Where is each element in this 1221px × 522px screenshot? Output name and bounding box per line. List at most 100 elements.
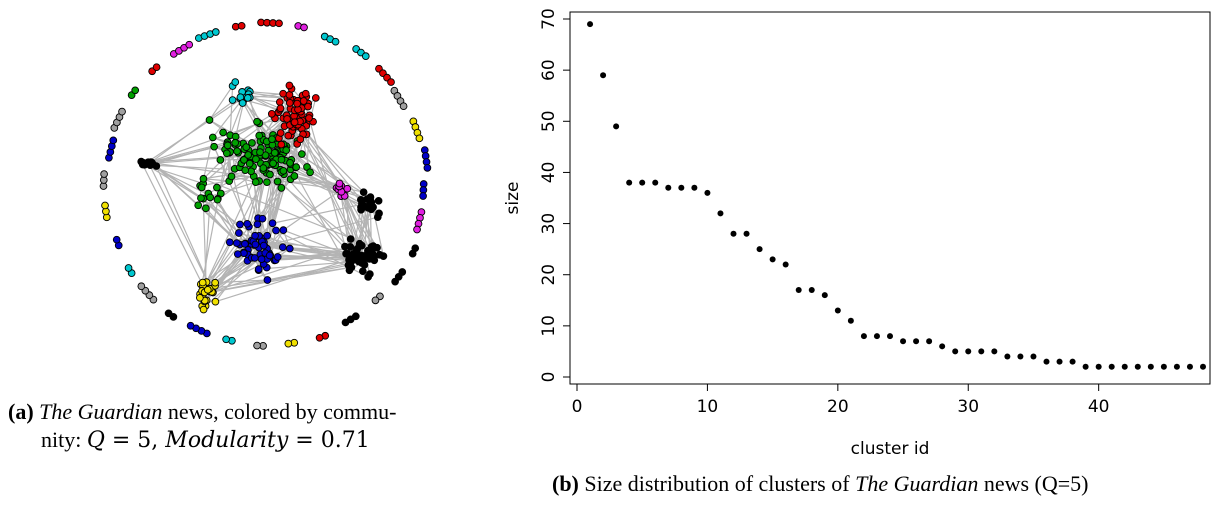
network-node — [357, 241, 366, 250]
network-node — [273, 253, 282, 261]
x-tick-label: 10 — [697, 397, 719, 417]
network-node — [399, 102, 408, 111]
network-node — [297, 150, 306, 158]
network-node — [268, 135, 276, 144]
data-point — [600, 72, 607, 79]
network-node — [341, 318, 350, 327]
network-edge — [147, 161, 212, 289]
network-node — [257, 255, 266, 264]
data-point — [704, 189, 711, 196]
network-edge — [144, 164, 246, 171]
data-point — [900, 338, 907, 345]
network-node — [413, 225, 421, 234]
network-node — [273, 177, 282, 186]
network-node — [415, 134, 424, 143]
network-node — [357, 205, 365, 214]
network-node — [357, 195, 365, 204]
network-edge — [145, 122, 260, 164]
x-tick-label: 40 — [1088, 397, 1110, 417]
network-node — [290, 172, 299, 180]
network-node — [279, 89, 287, 98]
caption-b: (b) Size distribution of clusters of The… — [552, 470, 1212, 498]
network-node — [197, 194, 205, 202]
network-node — [315, 333, 324, 342]
network-node — [241, 166, 250, 175]
network-node — [203, 285, 212, 294]
data-point — [1186, 363, 1193, 370]
network-node — [208, 133, 217, 142]
y-tick-label: 70 — [539, 8, 559, 30]
network-node — [279, 226, 288, 234]
network-node — [253, 341, 261, 350]
data-point — [1160, 363, 1167, 370]
network-edge — [202, 172, 268, 299]
network-node — [243, 94, 252, 102]
network-node — [363, 195, 371, 203]
network-node — [369, 242, 378, 250]
data-point — [991, 348, 998, 355]
y-tick-label: 40 — [539, 162, 559, 184]
network-node — [306, 168, 314, 177]
data-point — [1004, 353, 1011, 360]
x-axis-label: cluster id — [851, 439, 930, 459]
network-node — [237, 21, 246, 30]
network-node — [101, 201, 109, 210]
data-point — [847, 317, 854, 324]
network-node — [131, 86, 140, 95]
network-node — [164, 309, 173, 318]
y-tick-label: 30 — [539, 213, 559, 235]
network-node — [238, 99, 247, 107]
network-node — [152, 63, 161, 72]
caption-b-suffix: news (Q=5) — [978, 471, 1089, 496]
network-edge — [199, 153, 228, 295]
network-node — [211, 278, 219, 287]
network-node — [265, 251, 274, 260]
network-node — [290, 118, 299, 127]
network-node — [124, 264, 133, 272]
network-node — [248, 139, 256, 147]
data-point — [1134, 363, 1141, 370]
network-node — [225, 238, 234, 247]
network-node — [296, 135, 305, 144]
network-node — [267, 110, 276, 118]
network-edge — [215, 259, 350, 303]
caption-a-label: (a) — [8, 399, 34, 424]
network-edge — [231, 175, 256, 183]
network-node — [255, 131, 264, 140]
network-node — [423, 163, 432, 172]
network-node — [219, 128, 227, 137]
network-node — [253, 117, 261, 126]
network-edge — [283, 173, 355, 255]
network-edge — [302, 133, 342, 187]
network-node — [263, 276, 272, 284]
network-node — [253, 220, 262, 229]
network-node — [232, 239, 241, 247]
data-point — [821, 292, 828, 299]
network-node — [256, 148, 264, 156]
network-node — [263, 178, 271, 187]
network-node — [293, 99, 302, 108]
network-node — [272, 226, 280, 235]
community-network-graph — [99, 18, 432, 350]
network-node — [235, 229, 243, 237]
network-node — [251, 178, 260, 186]
x-axis: 0 10 20 30 40 — [572, 383, 1110, 417]
data-point — [860, 333, 867, 340]
network-node — [276, 104, 285, 113]
network-node — [231, 138, 240, 147]
network-node — [268, 219, 277, 228]
network-node — [364, 246, 372, 255]
network-edge — [213, 146, 230, 182]
network-node — [375, 209, 383, 218]
data-point — [1082, 363, 1089, 370]
network-node — [258, 214, 267, 223]
network-edge — [145, 93, 249, 164]
data-point — [965, 348, 972, 355]
network-node — [269, 159, 277, 168]
network-edge — [140, 161, 204, 286]
network-node — [363, 203, 372, 212]
data-point — [1147, 363, 1154, 370]
network-node — [371, 296, 380, 305]
network-node — [379, 252, 388, 260]
network-node — [112, 235, 121, 244]
